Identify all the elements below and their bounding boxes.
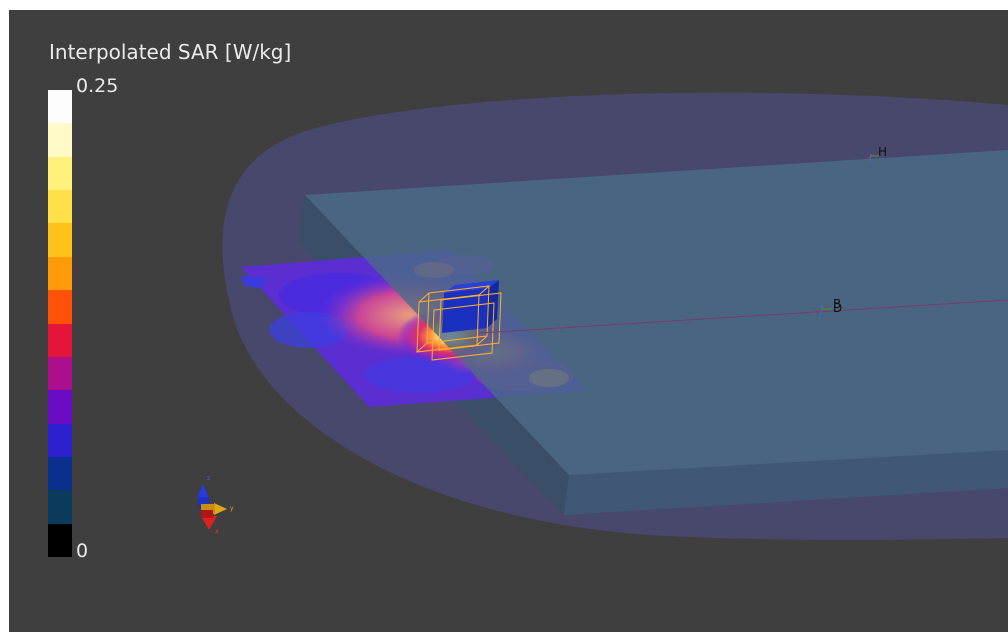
legend-band (48, 323, 72, 357)
legend-title: Interpolated SAR [W/kg] (49, 40, 292, 64)
x-axis-label: x (215, 528, 219, 535)
probe-label-b: B (833, 297, 841, 311)
x-axis-arrow (201, 516, 217, 530)
legend-colorbar (48, 90, 72, 558)
legend-band (48, 223, 72, 257)
legend-band (48, 90, 72, 124)
z-axis-arrow (197, 484, 209, 498)
phantom-slab-top (305, 150, 1008, 475)
legend-band (48, 390, 72, 424)
legend-min-label: 0 (76, 540, 89, 562)
probe-path-line (478, 299, 1008, 334)
3d-viewport[interactable]: H B D z y x Interpolated SAR [W/kg] 0.25… (9, 10, 1008, 632)
probe-label-d: D (833, 301, 842, 315)
legend-band (48, 290, 72, 324)
probe-marker-bd: B D (816, 297, 842, 319)
left-strip (0, 10, 9, 632)
legend-band (48, 423, 72, 457)
y-axis-label: y (230, 505, 234, 512)
legend-band (48, 256, 72, 291)
zoom-scan-cubes (416, 280, 502, 361)
legend-band (48, 156, 72, 191)
legend-max-label: 0.25 (76, 75, 119, 97)
legend-band (48, 523, 72, 558)
legend-band (48, 123, 72, 157)
probe-label-h: H (878, 145, 887, 159)
legend-band (48, 456, 72, 491)
phantom-slab-front (564, 450, 1008, 515)
legend-band (48, 490, 72, 524)
legend-band (48, 356, 72, 391)
top-strip (0, 0, 1008, 10)
z-axis-label: z (207, 475, 210, 482)
y-axis-arrow (214, 503, 227, 515)
probe-marker-h: H (866, 145, 887, 163)
sar-scene[interactable]: H B D z y x (9, 10, 1008, 632)
legend-band (48, 190, 72, 224)
axes-triad[interactable]: z y x (197, 475, 234, 535)
